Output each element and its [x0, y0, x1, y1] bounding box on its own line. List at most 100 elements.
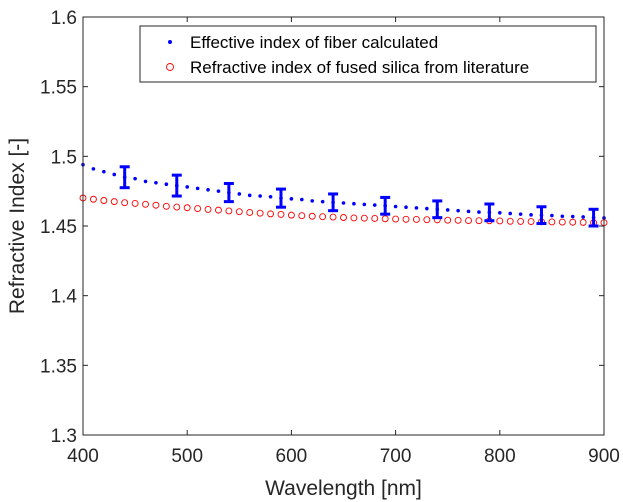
silica-index-point [412, 216, 420, 223]
silica-index-point [267, 210, 275, 218]
y-axis-title: Refractive Index [-] [6, 138, 29, 314]
fiber-index-point [300, 197, 304, 202]
fiber-index-point [102, 169, 106, 174]
silica-index-point [475, 217, 483, 225]
silica-index-point [256, 209, 264, 217]
fiber-index-point [247, 193, 252, 198]
silica-index-point [548, 218, 556, 226]
fiber-index-point [185, 185, 189, 189]
fiber-index-point [518, 212, 523, 216]
silica-index-point [350, 214, 358, 222]
fiber-index-point [268, 194, 273, 199]
legend: Effective index of fiber calculated Refra… [139, 25, 597, 83]
silica-index-point [308, 212, 316, 220]
fiber-index-point [477, 210, 481, 214]
fiber-index-point [508, 211, 513, 216]
fiber-index-point [581, 215, 585, 219]
fiber-index-point [143, 179, 148, 184]
silica-index-point [558, 218, 566, 226]
silica-index-point [152, 201, 160, 209]
silica-index-point [225, 207, 233, 215]
y-tick-label: 1.6 [51, 8, 77, 29]
silica-index-point [246, 209, 254, 216]
silica-index-point [517, 217, 525, 225]
legend-silica-marker [166, 63, 174, 71]
fiber-index-point [414, 206, 419, 210]
silica-index-point [89, 195, 97, 203]
fiber-index-point [154, 181, 158, 185]
legend-box [139, 25, 597, 83]
silica-index-point [454, 216, 462, 224]
plot-area [83, 17, 604, 435]
silica-index-point [287, 211, 295, 219]
silica-index-point [194, 205, 202, 213]
fiber-index-point [195, 186, 200, 191]
x-tick-label: 400 [67, 446, 99, 467]
silica-index-point [402, 215, 410, 223]
fiber-index-point [164, 182, 169, 186]
fiber-index-point [258, 194, 262, 198]
silica-index-point [579, 218, 587, 226]
y-tick-label: 1.3 [51, 426, 77, 447]
fiber-index-point [466, 209, 471, 214]
fiber-index-point [310, 199, 315, 203]
fiber-index-point [372, 203, 377, 207]
silica-index-point [173, 203, 181, 211]
fiber-index-point [393, 204, 398, 209]
fiber-index-point [498, 210, 502, 215]
silica-index-point [100, 197, 108, 204]
silica-index-point [142, 200, 149, 208]
silica-index-point [329, 213, 337, 221]
legend-silica-label: Refractive index of fused silica from li… [190, 58, 529, 77]
silica-index-point [204, 205, 212, 213]
fiber-index-point [404, 205, 408, 209]
y-tick-label: 1.55 [40, 78, 77, 99]
silica-index-point [215, 206, 222, 214]
fiber-index-point [529, 213, 533, 217]
y-tick-label: 1.4 [51, 287, 78, 308]
fiber-index-point [289, 197, 294, 201]
fiber-index-point [445, 208, 450, 212]
silica-index-point [444, 216, 452, 224]
fiber-index-point [425, 206, 429, 211]
silica-index-point [110, 198, 118, 206]
silica-index-point [360, 214, 368, 222]
silica-index-point [371, 215, 379, 222]
silica-index-point [235, 208, 243, 216]
fiber-index-point [237, 192, 242, 196]
silica-index-point [423, 216, 431, 224]
silica-index-point [319, 213, 327, 221]
fiber-index-point [320, 199, 325, 204]
x-axis-title: Wavelength [nm] [265, 477, 422, 500]
silica-index-point [340, 214, 347, 221]
silica-index-point [506, 217, 514, 225]
silica-index-point [527, 218, 535, 225]
fiber-index-point [112, 172, 117, 177]
fiber-index-point [456, 208, 460, 213]
y-tick-label: 1.45 [40, 217, 77, 238]
fiber-index-point [352, 201, 356, 206]
silica-index-point [392, 215, 400, 223]
fiber-index-point [216, 189, 221, 193]
fiber-index-point [341, 201, 346, 205]
y-tick-label: 1.5 [51, 147, 77, 168]
x-tick-label: 900 [588, 446, 620, 467]
silica-index-point [465, 217, 472, 225]
fiber-index-point [133, 176, 137, 181]
x-tick-label: 800 [484, 446, 516, 467]
x-tick-label: 700 [380, 446, 412, 467]
fiber-index-point [206, 187, 210, 192]
x-tick-label: 600 [276, 446, 308, 467]
legend-fiber-marker [168, 40, 172, 44]
fiber-index-point [362, 202, 367, 207]
silica-index-point [131, 199, 139, 207]
silica-index-point [183, 204, 191, 212]
fiber-index-point [560, 214, 565, 219]
fiber-index-point [550, 213, 554, 218]
legend-fiber-label: Effective index of fiber calculated [190, 33, 438, 52]
silica-index-point [121, 199, 129, 207]
fiber-index-point [570, 214, 575, 219]
y-tick-label: 1.35 [40, 356, 77, 377]
fiber-index-point [91, 167, 96, 171]
